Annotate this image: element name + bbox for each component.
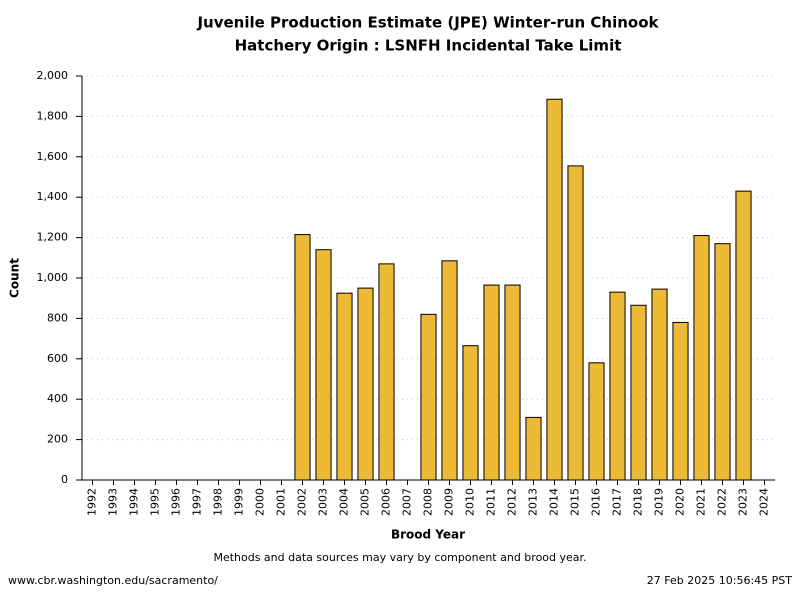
x-tick-label: 2016 <box>590 488 603 516</box>
x-tick-label: 1996 <box>170 488 183 516</box>
timestamp: 27 Feb 2025 10:56:45 PST <box>647 574 792 587</box>
x-tick-label: 2018 <box>632 488 645 516</box>
y-tick-label: 1,600 <box>37 150 69 163</box>
bar <box>441 260 458 481</box>
x-tick-label: 2019 <box>653 488 666 516</box>
bar <box>525 416 542 481</box>
x-tick-label: 2022 <box>716 488 729 516</box>
y-tick-label: 2,000 <box>37 69 69 82</box>
x-tick-label: 2014 <box>548 488 561 516</box>
x-tick-label: 2017 <box>611 488 624 516</box>
bar <box>630 304 647 481</box>
y-tick-label: 800 <box>47 311 68 324</box>
bar <box>693 235 710 481</box>
bar <box>546 98 563 481</box>
bar <box>609 291 626 481</box>
y-tick-label: 400 <box>47 392 68 405</box>
y-tick-label: 1,400 <box>37 190 69 203</box>
y-tick-label: 1,200 <box>37 231 69 244</box>
x-tick-label: 1994 <box>128 488 141 516</box>
bar <box>672 321 689 481</box>
x-tick-label: 2003 <box>317 488 330 516</box>
x-tick-label: 2008 <box>422 488 435 516</box>
x-tick-label: 2020 <box>674 488 687 516</box>
x-tick-label: 2024 <box>758 488 771 516</box>
bar <box>294 234 311 481</box>
x-tick-label: 1998 <box>212 488 225 516</box>
bar <box>714 243 731 481</box>
x-tick-label: 2023 <box>737 488 750 516</box>
y-tick-label: 1,000 <box>37 271 69 284</box>
chart-subtitle: Hatchery Origin : LSNFH Incidental Take … <box>235 37 622 55</box>
x-tick-label: 2012 <box>506 488 519 516</box>
bar <box>420 313 437 481</box>
x-tick-label: 1992 <box>86 488 99 516</box>
bar <box>378 263 395 481</box>
chart-title: Juvenile Production Estimate (JPE) Winte… <box>196 14 659 32</box>
bar <box>504 284 521 481</box>
x-tick-label: 1993 <box>107 488 120 516</box>
bar <box>357 287 374 481</box>
y-tick-label: 200 <box>47 433 68 446</box>
x-tick-label: 2000 <box>254 488 267 516</box>
x-tick-label: 2011 <box>485 488 498 516</box>
bar <box>735 190 752 481</box>
x-tick-label: 2015 <box>569 488 582 516</box>
footnote: Methods and data sources may vary by com… <box>213 551 586 564</box>
x-tick-label: 2007 <box>401 488 414 516</box>
x-tick-label: 2004 <box>338 488 351 516</box>
x-tick-label: 1995 <box>149 488 162 516</box>
bar <box>483 284 500 481</box>
x-tick-label: 2009 <box>443 488 456 516</box>
x-tick-label: 2010 <box>464 488 477 516</box>
x-axis-title: Brood Year <box>391 528 465 542</box>
bar <box>336 292 353 481</box>
x-tick-label: 2002 <box>296 488 309 516</box>
x-tick-label: 2005 <box>359 488 372 516</box>
source-url: www.cbr.washington.edu/sacramento/ <box>8 574 218 587</box>
bar <box>588 362 605 481</box>
y-tick-label: 600 <box>47 352 68 365</box>
x-tick-label: 2013 <box>527 488 540 516</box>
bar <box>651 288 668 481</box>
y-axis-title: Count <box>8 258 22 298</box>
bar <box>567 165 584 481</box>
y-tick-label: 0 <box>61 473 68 486</box>
x-tick-label: 2001 <box>275 488 288 516</box>
bar <box>315 249 332 481</box>
x-tick-label: 2021 <box>695 488 708 516</box>
x-tick-label: 1999 <box>233 488 246 516</box>
x-tick-label: 1997 <box>191 488 204 516</box>
bar <box>462 345 479 481</box>
x-tick-label: 2006 <box>380 488 393 516</box>
y-tick-label: 1,800 <box>37 109 69 122</box>
